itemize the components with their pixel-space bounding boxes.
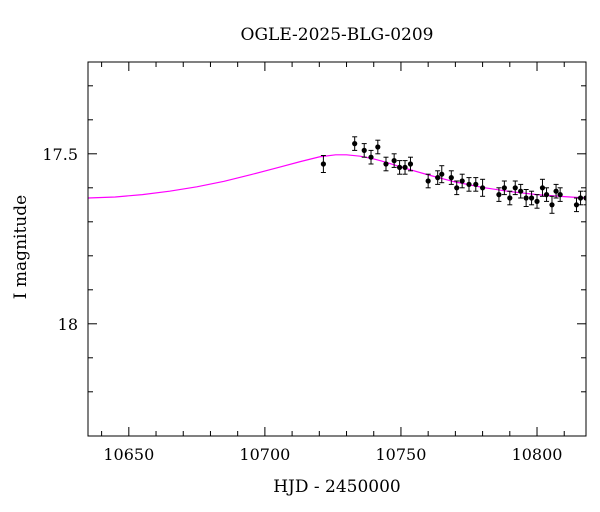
- data-point-marker: [573, 202, 580, 208]
- data-point: [435, 170, 441, 185]
- data-point: [534, 194, 540, 209]
- data-point-marker: [557, 192, 563, 198]
- data-point: [352, 136, 358, 151]
- data-point: [501, 180, 507, 196]
- data-point: [466, 177, 472, 192]
- data-point-marker: [512, 185, 518, 191]
- x-axis-ticks: [101, 62, 565, 436]
- data-point: [473, 177, 479, 192]
- data-point-marker: [501, 185, 507, 191]
- plot-frame: [87, 61, 587, 437]
- x-axis-label: HJD - 2450000: [273, 477, 401, 497]
- data-point-marker: [454, 185, 460, 191]
- data-point: [479, 178, 486, 197]
- data-point-marker: [528, 195, 535, 201]
- data-point-marker: [425, 178, 431, 184]
- y-axis-label: I magnitude: [11, 195, 31, 299]
- data-point: [448, 170, 454, 185]
- data-point: [396, 160, 403, 175]
- data-point-marker: [479, 185, 486, 191]
- data-point: [459, 173, 465, 189]
- data-point: [583, 190, 586, 206]
- data-point-marker: [383, 161, 389, 167]
- data-point: [528, 190, 535, 206]
- data-point: [402, 160, 408, 175]
- data-point: [439, 165, 445, 184]
- data-point: [391, 153, 397, 168]
- x-tick-label: 10800: [512, 445, 563, 464]
- data-point: [553, 183, 559, 199]
- y-axis-tick-labels: 17.5 18: [42, 145, 78, 334]
- data-point-marker: [402, 164, 408, 170]
- data-point-marker: [473, 181, 479, 187]
- data-point: [320, 155, 326, 173]
- data-point-marker: [518, 188, 524, 194]
- data-point-marker: [375, 144, 381, 150]
- x-axis-tick-labels: 10650 10700 10750 10800: [103, 445, 562, 464]
- plot-area: [87, 61, 587, 437]
- data-point: [518, 183, 524, 199]
- data-point-marker: [459, 178, 465, 184]
- data-point-marker: [553, 188, 559, 194]
- x-tick-label: 10650: [103, 445, 154, 464]
- data-point-marker: [368, 154, 374, 160]
- data-point-marker: [534, 198, 540, 204]
- data-point-marker: [320, 161, 326, 167]
- x-tick-label: 10750: [375, 445, 426, 464]
- data-point-marker: [523, 195, 529, 201]
- data-point: [407, 156, 414, 172]
- y-axis-ticks: [88, 85, 586, 393]
- data-point-marker: [577, 195, 584, 201]
- data-point-marker: [466, 181, 472, 187]
- data-point: [539, 178, 546, 197]
- data-point: [507, 190, 513, 206]
- data-point-marker: [496, 192, 502, 198]
- data-point: [577, 190, 584, 206]
- data-point-marker: [539, 185, 546, 191]
- data-point-marker: [439, 171, 445, 177]
- data-point: [454, 180, 460, 196]
- data-point-marker: [396, 164, 403, 170]
- data-point-marker: [448, 175, 454, 181]
- data-point: [549, 195, 555, 214]
- model-curve: [88, 154, 586, 199]
- data-point-marker: [543, 192, 550, 198]
- data-point: [361, 143, 367, 158]
- data-point: [523, 189, 529, 207]
- data-point: [375, 139, 381, 155]
- data-point-marker: [549, 202, 555, 208]
- data-point-marker: [435, 175, 441, 181]
- data-point: [512, 180, 518, 196]
- y-tick-label: 17.5: [42, 145, 78, 164]
- data-point: [425, 173, 431, 189]
- data-point: [573, 197, 580, 213]
- data-point-marker: [407, 161, 414, 167]
- data-point-marker: [583, 195, 586, 201]
- data-point: [557, 187, 563, 202]
- y-tick-label: 18: [58, 315, 78, 334]
- data-point: [496, 187, 502, 202]
- data-point-marker: [352, 141, 358, 147]
- data-point-marker: [361, 147, 367, 153]
- data-point: [368, 149, 374, 165]
- data-point-marker: [391, 158, 397, 164]
- chart-title: OGLE-2025-BLG-0209: [241, 25, 434, 45]
- data-point: [383, 156, 389, 172]
- data-point-marker: [507, 195, 513, 201]
- x-tick-label: 10700: [239, 445, 290, 464]
- data-point: [543, 187, 550, 202]
